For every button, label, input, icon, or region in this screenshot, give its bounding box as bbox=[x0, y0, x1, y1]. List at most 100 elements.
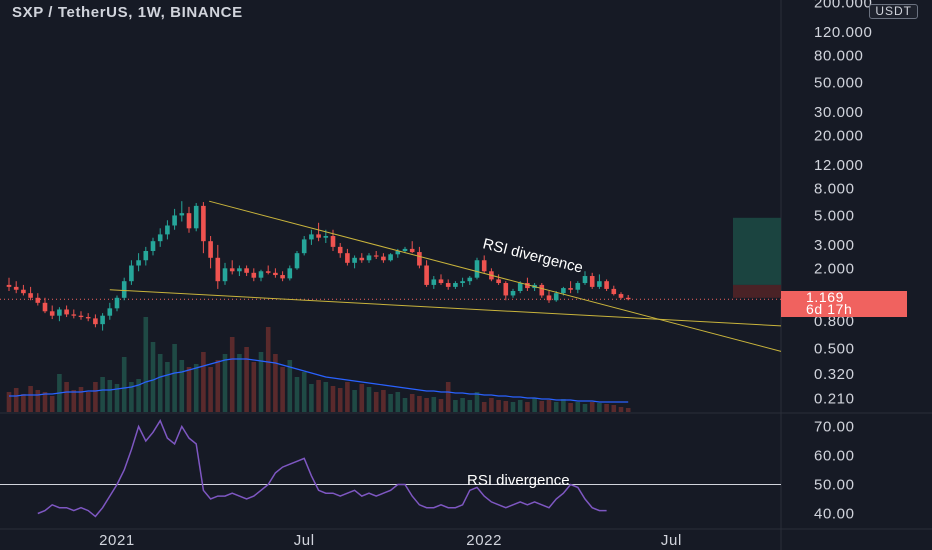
candle bbox=[280, 271, 285, 282]
rsi-axis-label: 60.00 bbox=[814, 448, 855, 465]
candle bbox=[460, 277, 465, 287]
candle-body bbox=[424, 265, 429, 285]
candle bbox=[287, 265, 293, 281]
volume-bar bbox=[409, 394, 415, 412]
candle-body bbox=[510, 291, 516, 296]
candle bbox=[539, 283, 545, 298]
candle bbox=[345, 248, 350, 266]
price-axis-label: 0.320 bbox=[814, 366, 855, 383]
candle-body bbox=[13, 286, 19, 290]
candle-body bbox=[21, 289, 26, 294]
volume-bar bbox=[143, 317, 149, 412]
volume-bar bbox=[445, 382, 451, 412]
rsi-axis-label: 70.00 bbox=[814, 419, 855, 436]
volume-bar bbox=[417, 396, 422, 412]
volume-bar bbox=[35, 390, 41, 412]
candle-body bbox=[143, 250, 149, 261]
candle-body bbox=[78, 315, 84, 318]
candle bbox=[366, 253, 372, 263]
candle bbox=[352, 255, 357, 269]
upper-trendline bbox=[209, 200, 782, 352]
candle bbox=[78, 311, 84, 320]
volume-bar bbox=[301, 372, 307, 412]
time-axis-label: 2021 bbox=[99, 532, 135, 549]
volume-bar bbox=[366, 387, 372, 412]
candle-body bbox=[186, 213, 192, 229]
volume-bar bbox=[157, 354, 163, 412]
volume-bar bbox=[424, 398, 429, 412]
volume-bar bbox=[474, 392, 480, 412]
candle-body bbox=[229, 268, 235, 272]
time-axis-label: Jul bbox=[661, 532, 682, 549]
candle-body bbox=[258, 271, 264, 278]
candle bbox=[582, 271, 588, 285]
volume-bar bbox=[388, 394, 393, 412]
candle-body bbox=[309, 234, 314, 240]
symbol-title: SXP / TetherUS, 1W, BINANCE bbox=[12, 4, 243, 21]
candle bbox=[157, 228, 163, 247]
price-axis-label: 80.000 bbox=[814, 47, 863, 64]
candle-body bbox=[539, 284, 545, 296]
volume-bar bbox=[467, 400, 473, 412]
volume-bar bbox=[402, 398, 408, 412]
volume-bar bbox=[93, 382, 98, 412]
volume-bar bbox=[575, 402, 581, 412]
volume-bar bbox=[215, 360, 221, 412]
volume-bar bbox=[78, 387, 84, 412]
volume-bar bbox=[165, 362, 170, 412]
volume-bar bbox=[517, 400, 523, 412]
last-price-value: 1.169 bbox=[806, 289, 845, 305]
volume-bar bbox=[489, 398, 494, 412]
candle-body bbox=[193, 205, 199, 229]
volume-bar bbox=[496, 400, 501, 412]
candle bbox=[316, 222, 321, 242]
candle-body bbox=[157, 234, 163, 242]
candle bbox=[85, 313, 91, 322]
volume-bar bbox=[589, 402, 595, 412]
volume-bar bbox=[280, 367, 285, 412]
candle bbox=[625, 294, 631, 301]
volume-bar bbox=[179, 360, 185, 412]
candle-body bbox=[611, 288, 617, 295]
candle-body bbox=[237, 268, 242, 272]
candle-body bbox=[287, 268, 293, 279]
candle-body bbox=[561, 288, 566, 294]
candle-body bbox=[589, 276, 595, 287]
volume-bar bbox=[597, 403, 602, 412]
candle bbox=[611, 285, 617, 296]
candle-body bbox=[172, 215, 177, 226]
candle bbox=[431, 276, 437, 289]
candle bbox=[258, 269, 264, 282]
candle bbox=[388, 253, 393, 262]
price-axis-label: 12.000 bbox=[814, 157, 863, 174]
volume-bar bbox=[13, 388, 19, 412]
candle bbox=[604, 279, 609, 292]
time-axis-label: 2022 bbox=[466, 532, 502, 549]
currency-button[interactable]: USDT bbox=[869, 4, 918, 19]
candle-body bbox=[438, 279, 444, 284]
rsi-divergence-label: RSI divergence bbox=[467, 472, 570, 489]
candle bbox=[13, 281, 19, 294]
price-axis-label: 5.000 bbox=[814, 207, 855, 224]
volume-bar bbox=[381, 390, 386, 412]
candle bbox=[597, 274, 602, 289]
candle-body bbox=[6, 284, 12, 287]
candle bbox=[172, 208, 177, 230]
price-divergence-label: RSI divergence bbox=[481, 235, 585, 276]
candle bbox=[265, 265, 271, 275]
candle-body bbox=[553, 293, 559, 301]
rsi-axis-label: 50.00 bbox=[814, 477, 855, 494]
volume-bar bbox=[229, 337, 235, 412]
candle bbox=[337, 243, 343, 258]
candle bbox=[503, 281, 509, 301]
candle-body bbox=[251, 272, 257, 278]
volume-bar bbox=[431, 397, 437, 412]
candle-body bbox=[71, 314, 77, 316]
candle bbox=[28, 286, 33, 301]
volume-bar bbox=[6, 392, 12, 412]
time-axis-label: Jul bbox=[294, 532, 315, 549]
price-axis-label: 8.000 bbox=[814, 180, 855, 197]
price-axis-label: 20.000 bbox=[814, 127, 863, 144]
volume-bar bbox=[71, 390, 77, 412]
